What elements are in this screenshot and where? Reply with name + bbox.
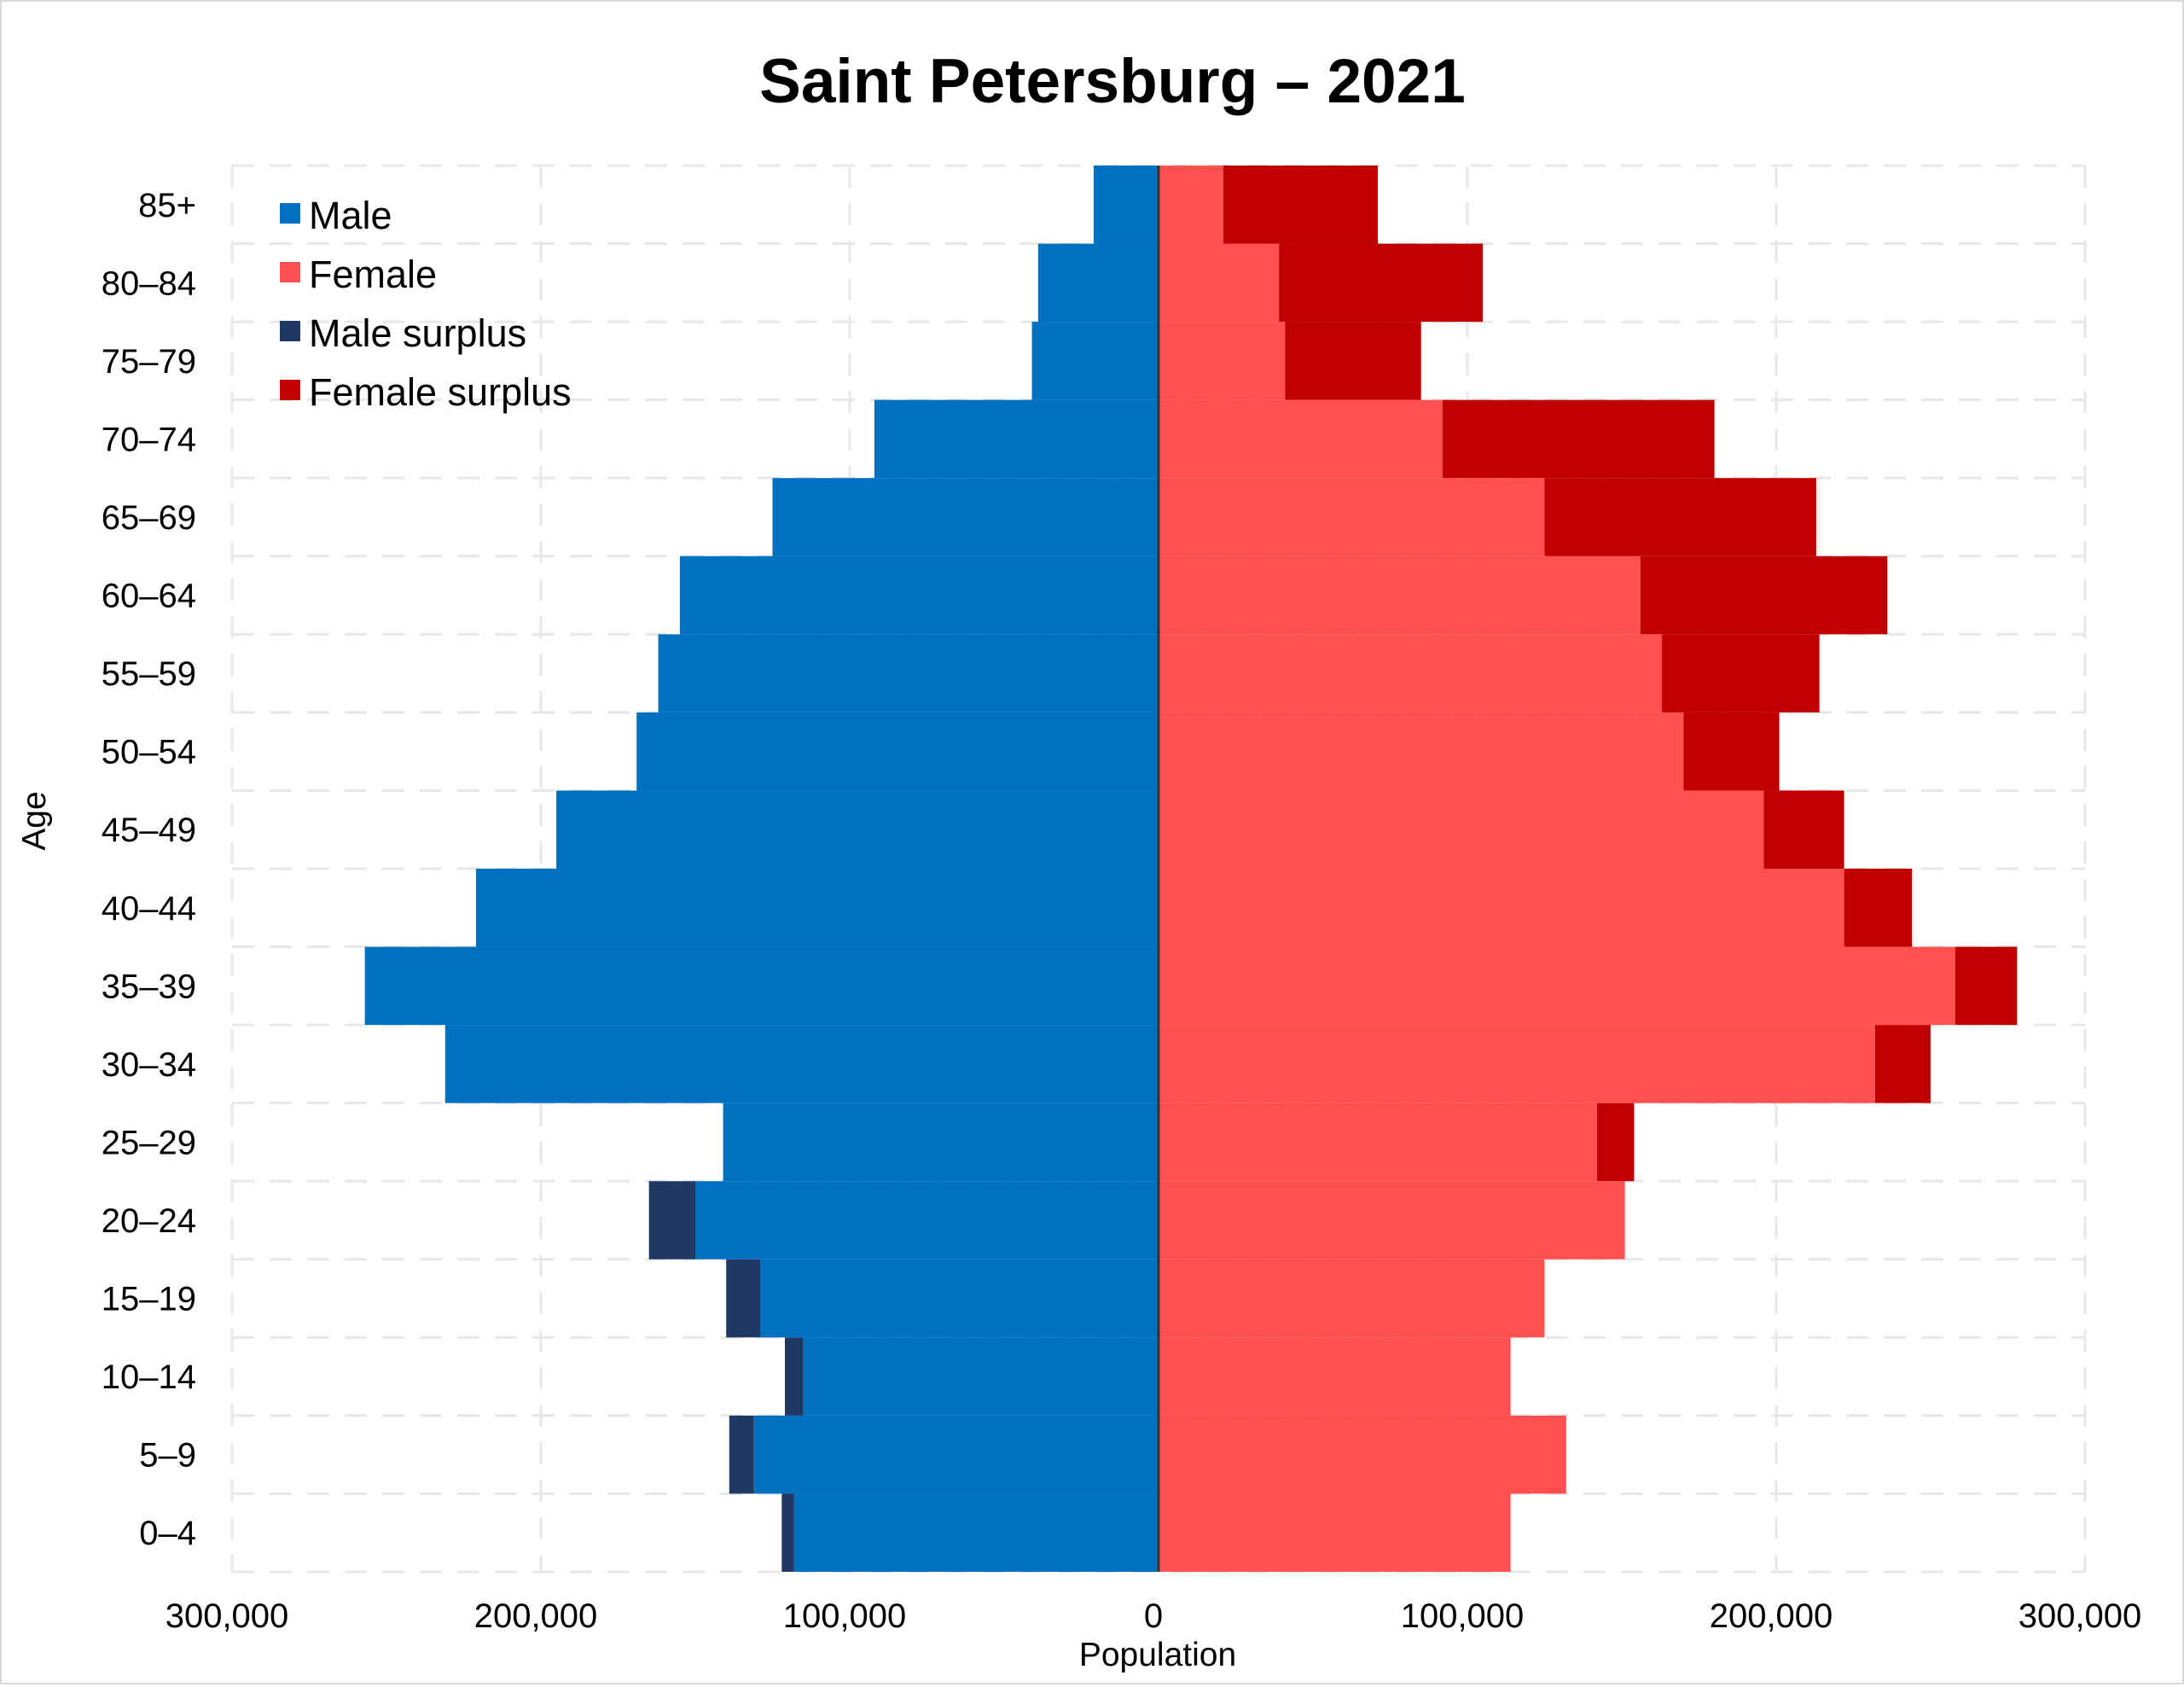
bar-male-surplus-5-9 (729, 1415, 754, 1494)
legend: Male Female Male surplus Female surplus (280, 194, 572, 414)
bar-male-15-19 (760, 1259, 1159, 1338)
bar-female-surplus-50-54 (1683, 712, 1780, 791)
bar-female-55-59 (1159, 634, 1663, 713)
bar-male-70-74 (874, 399, 1159, 479)
y-tick-label: 80–84 (102, 265, 196, 302)
legend-swatch-female (280, 262, 300, 282)
bar-female-surplus-70-74 (1443, 399, 1715, 479)
bar-female-surplus-75-79 (1285, 322, 1421, 400)
y-tick-label: 45–49 (102, 812, 196, 849)
bar-female-70-74 (1159, 399, 1443, 479)
legend-swatch-male (280, 203, 300, 224)
bar-female-5-9 (1159, 1415, 1566, 1494)
y-tick-label: 40–44 (102, 890, 196, 928)
bar-male-40-44 (475, 869, 1159, 947)
x-tick-label: 200,000 (474, 1597, 598, 1635)
legend-label-male: Male (309, 194, 392, 237)
x-tick-label: 0 (1144, 1597, 1163, 1635)
legend-label-female: Female (309, 253, 437, 296)
bar-male-5-9 (753, 1415, 1159, 1494)
bar-male-25-29 (723, 1102, 1159, 1182)
bar-female-0-4 (1159, 1493, 1511, 1572)
legend-label-male-surplus: Male surplus (309, 311, 526, 355)
y-tick-label: 65–69 (102, 499, 196, 537)
y-tick-label: 70–74 (102, 421, 196, 458)
bar-male-45-49 (556, 790, 1159, 869)
x-axis-label: Population (1079, 1637, 1236, 1673)
y-tick-label: 10–14 (102, 1358, 196, 1396)
legend-label-female-surplus: Female surplus (309, 370, 572, 414)
bar-male-30-34 (444, 1025, 1159, 1103)
bar-female-35-39 (1159, 946, 1955, 1026)
bar-male-60-64 (679, 556, 1159, 635)
x-tick-labels: 300,000 200,000 100,000 0 100,000 200,000 300,… (166, 1597, 2142, 1635)
bar-female-surplus-85 (1223, 166, 1379, 244)
bar-male-55-59 (658, 634, 1159, 713)
bar-female-85 (1159, 166, 1224, 244)
x-tick-label: 200,000 (1710, 1597, 1833, 1635)
bar-female-75-79 (1159, 322, 1286, 400)
bar-female-surplus-55-59 (1662, 634, 1820, 713)
bar-male-surplus-10-14 (784, 1337, 804, 1416)
y-tick-label: 20–24 (102, 1202, 196, 1240)
bars (364, 166, 2018, 1572)
x-tick-label: 100,000 (1401, 1597, 1525, 1635)
bar-female-80-84 (1159, 243, 1280, 323)
bar-female-25-29 (1159, 1102, 1598, 1182)
y-tick-label: 15–19 (102, 1281, 196, 1318)
bar-female-65-69 (1159, 478, 1545, 556)
bar-male-10-14 (803, 1337, 1159, 1416)
y-tick-label: 0–4 (139, 1515, 196, 1552)
bar-female-60-64 (1159, 556, 1641, 635)
bar-female-45-49 (1159, 790, 1764, 869)
bar-female-surplus-35-39 (1955, 946, 2018, 1026)
bar-male-50-54 (636, 712, 1159, 791)
bar-female-15-19 (1159, 1259, 1545, 1338)
bar-female-20-24 (1159, 1181, 1625, 1259)
y-tick-label: 25–29 (102, 1124, 196, 1161)
bar-female-50-54 (1159, 712, 1684, 791)
legend-swatch-male-surplus (280, 321, 300, 341)
y-tick-label: 50–54 (102, 734, 196, 771)
x-tick-label: 100,000 (783, 1597, 907, 1635)
y-tick-label: 60–64 (102, 578, 196, 615)
bar-female-surplus-45-49 (1763, 790, 1844, 869)
bar-male-85 (1093, 166, 1159, 244)
y-tick-label: 30–34 (102, 1046, 196, 1084)
x-tick-label: 300,000 (166, 1597, 289, 1635)
bar-male-surplus-15-19 (726, 1259, 761, 1338)
bar-male-20-24 (695, 1181, 1159, 1259)
bar-male-35-39 (364, 946, 1159, 1026)
y-axis-label: Age (16, 791, 53, 850)
bar-male-surplus-20-24 (648, 1181, 695, 1259)
bar-male-65-69 (772, 478, 1159, 556)
x-tick-label: 300,000 (2018, 1597, 2142, 1635)
bar-female-surplus-40-44 (1844, 869, 1913, 947)
bar-male-75-79 (1031, 322, 1159, 400)
y-tick-labels: 0–4 5–9 10–14 15–19 20–24 25–29 30–34 35–39 40–4… (102, 187, 196, 1552)
bar-male-0-4 (793, 1493, 1159, 1572)
bar-female-surplus-30-34 (1874, 1025, 1931, 1103)
bar-female-surplus-25-29 (1597, 1102, 1635, 1182)
bar-female-surplus-60-64 (1640, 556, 1888, 635)
bar-female-10-14 (1159, 1337, 1511, 1416)
bar-female-40-44 (1159, 869, 1844, 947)
bar-female-30-34 (1159, 1025, 1875, 1103)
y-tick-label: 75–79 (102, 343, 196, 381)
y-tick-label: 5–9 (139, 1437, 196, 1475)
bar-male-80-84 (1037, 243, 1159, 323)
chart-title: Saint Petersburg – 2021 (759, 47, 1466, 116)
bar-female-surplus-80-84 (1279, 243, 1484, 323)
bar-female-surplus-65-69 (1544, 478, 1817, 556)
y-tick-label: 35–39 (102, 968, 196, 1005)
bar-male-surplus-0-4 (781, 1493, 794, 1572)
y-tick-label: 55–59 (102, 655, 196, 693)
legend-swatch-female-surplus (280, 380, 300, 400)
y-tick-label: 85+ (138, 187, 196, 224)
